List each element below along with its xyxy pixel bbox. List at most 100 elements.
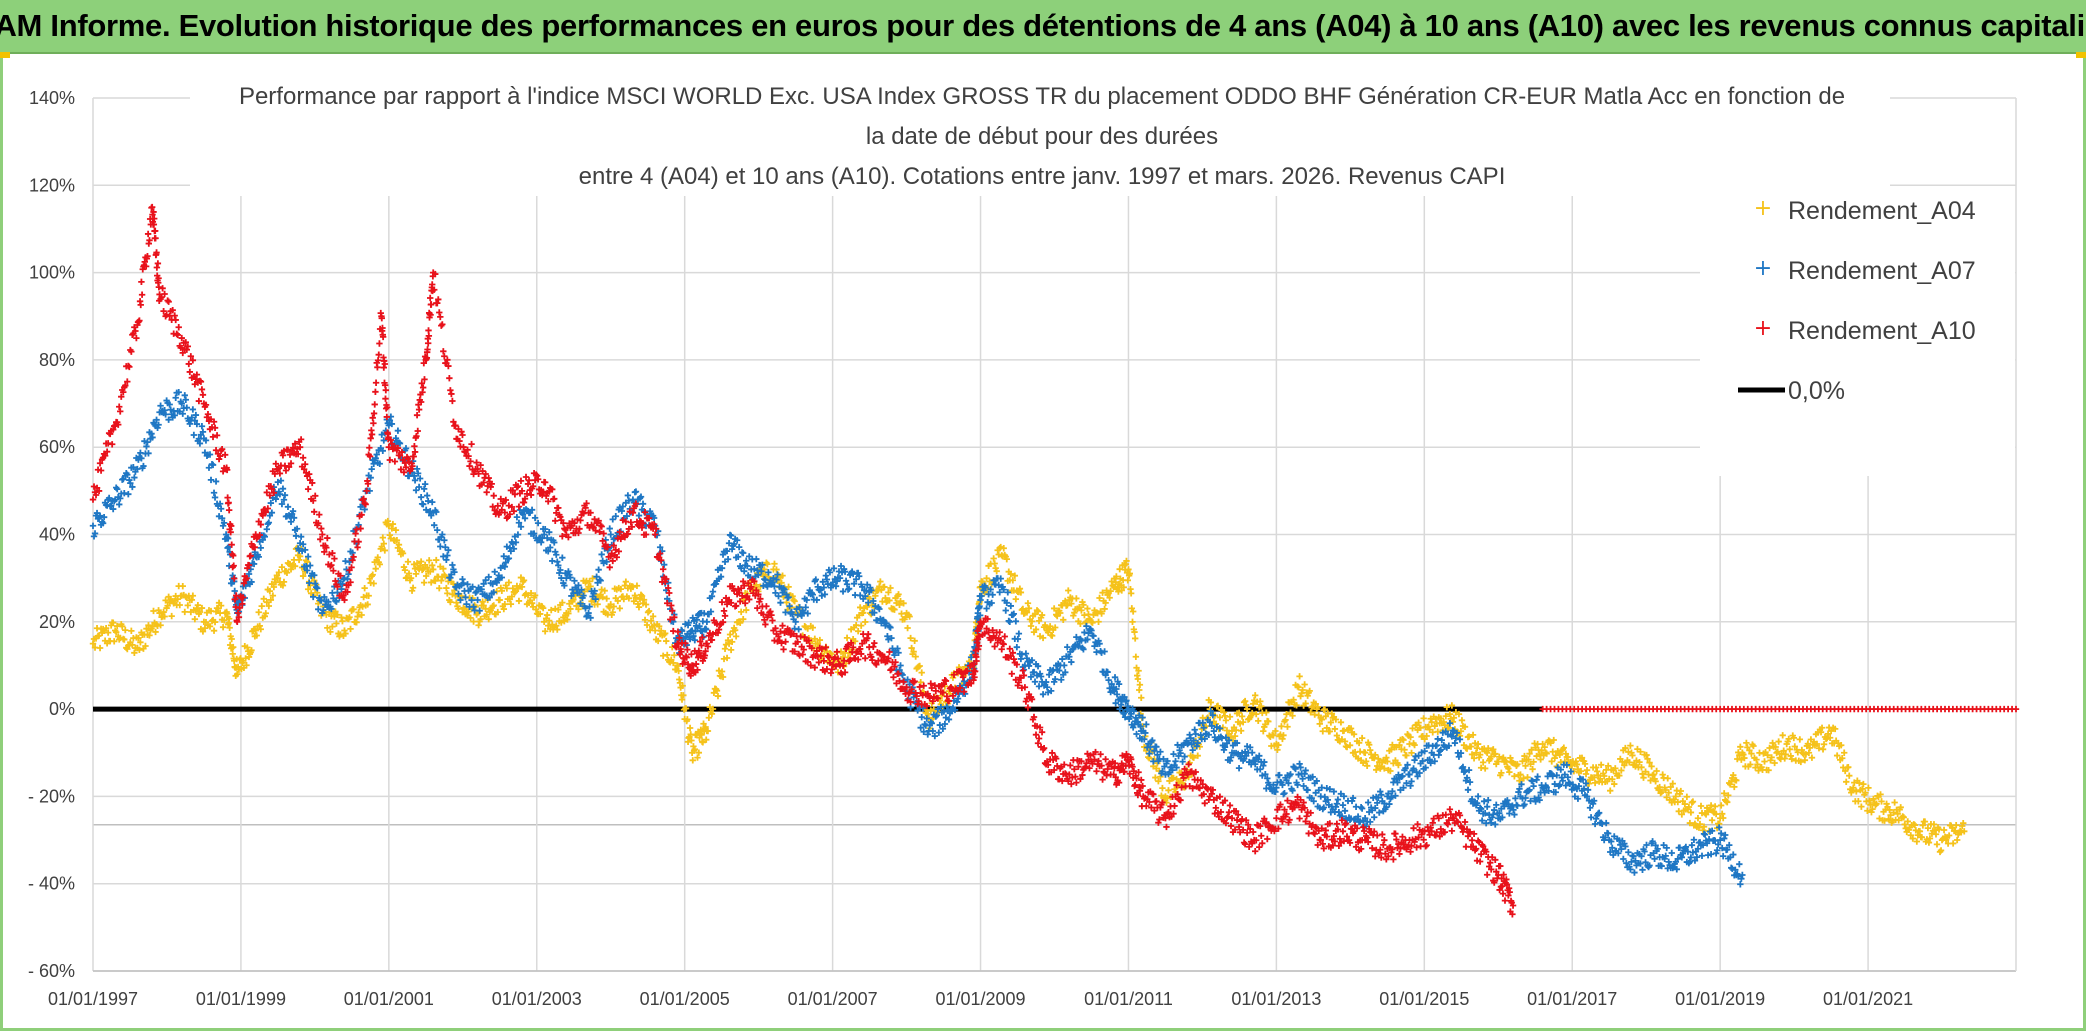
data-point (833, 648, 841, 655)
data-point (718, 668, 726, 675)
data-point (616, 605, 624, 612)
data-point (540, 618, 548, 625)
data-point (137, 639, 144, 646)
data-point (295, 556, 303, 564)
data-point (263, 598, 271, 606)
data-point (1003, 555, 1010, 563)
axis-layer: 140%120%100%80%60%40%20%0%- 20%- 40%- 60… (28, 88, 2017, 1009)
data-point (507, 600, 515, 608)
data-point (436, 585, 443, 592)
data-point (459, 576, 466, 583)
data-point (606, 525, 613, 532)
data-point (1639, 866, 1646, 873)
data-point (564, 616, 571, 623)
data-point (1007, 570, 1014, 578)
data-point (887, 584, 894, 592)
data-point (124, 645, 131, 653)
data-point (655, 623, 663, 630)
data-point (1891, 799, 1898, 806)
data-point (1024, 600, 1032, 607)
data-point (1640, 774, 1647, 781)
data-point (125, 490, 132, 498)
data-point (406, 577, 414, 584)
data-point (1226, 713, 1234, 720)
data-point (728, 638, 736, 646)
data-point (1025, 662, 1033, 670)
data-point (1173, 775, 1180, 783)
data-point (395, 541, 403, 548)
data-point (483, 489, 490, 496)
data-point (1796, 736, 1804, 743)
data-point (501, 600, 509, 608)
data-point (1034, 608, 1042, 615)
data-point (1223, 727, 1231, 734)
data-point (1076, 603, 1083, 611)
data-point (779, 622, 786, 629)
data-point (1116, 565, 1123, 573)
data-point (872, 592, 879, 600)
data-point (622, 578, 630, 585)
data-point (347, 625, 354, 633)
data-point (122, 626, 129, 634)
data-point (513, 513, 521, 521)
data-point (790, 596, 797, 604)
data-point (1253, 710, 1260, 718)
data-point (1506, 810, 1513, 817)
data-point (447, 598, 454, 606)
data-point (536, 610, 544, 618)
data-point (862, 655, 869, 662)
data-point (1057, 609, 1064, 617)
data-point (1123, 557, 1130, 565)
data-point (688, 737, 695, 744)
data-point (157, 622, 164, 629)
data-point (1841, 749, 1848, 756)
data-point (176, 601, 183, 609)
data-point (190, 431, 198, 439)
data-point (253, 632, 260, 639)
data-point (1214, 702, 1222, 710)
data-point (1933, 841, 1941, 848)
data-point (1113, 573, 1120, 580)
data-point (279, 582, 287, 589)
data-point (551, 495, 558, 502)
data-point (528, 599, 536, 607)
data-point (1106, 594, 1113, 601)
data-point (198, 386, 206, 393)
data-point (1296, 673, 1303, 680)
data-point (1065, 587, 1072, 594)
data-point (1068, 600, 1075, 607)
data-point (376, 340, 383, 347)
data-point (633, 582, 641, 589)
data-point (737, 608, 745, 616)
data-point (880, 583, 887, 591)
data-point (229, 643, 237, 651)
data-point (1035, 617, 1043, 625)
data-point (199, 628, 207, 635)
data-point (895, 591, 902, 598)
data-point (291, 562, 299, 570)
data-point (459, 431, 466, 439)
data-point (392, 526, 400, 534)
data-point (1301, 681, 1308, 688)
data-point (1243, 705, 1251, 713)
data-point (196, 608, 204, 616)
data-point (1484, 796, 1492, 804)
data-point (896, 601, 903, 609)
data-point (532, 606, 540, 613)
data-point (642, 601, 650, 608)
data-point (857, 622, 865, 629)
data-point (270, 583, 278, 591)
data-point (904, 624, 911, 632)
data-point (684, 716, 691, 723)
data-point (539, 604, 547, 612)
data-point (627, 519, 635, 526)
data-point (719, 673, 727, 681)
data-point (370, 580, 377, 587)
data-point (965, 658, 973, 665)
data-point (426, 568, 434, 575)
data-point (1071, 609, 1078, 616)
data-point (1511, 811, 1518, 818)
data-point (897, 662, 904, 669)
data-point (1017, 655, 1025, 663)
data-point (283, 569, 291, 576)
